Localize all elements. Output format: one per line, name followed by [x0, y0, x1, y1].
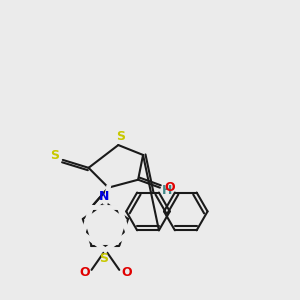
Text: S: S — [116, 130, 125, 142]
Text: S: S — [50, 149, 59, 162]
Text: O: O — [164, 181, 175, 194]
Text: H: H — [162, 184, 172, 197]
Text: S: S — [99, 253, 108, 266]
Text: O: O — [79, 266, 90, 279]
Text: N: N — [99, 190, 110, 203]
Text: O: O — [121, 266, 131, 279]
